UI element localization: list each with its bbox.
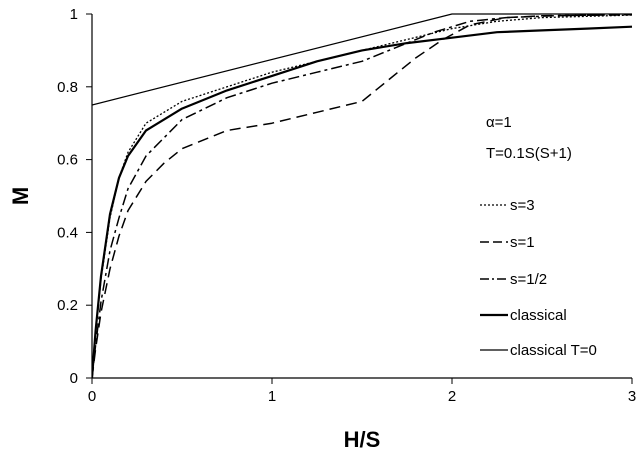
- legend-label-2: s=1: [510, 234, 535, 251]
- series-line-2: [92, 13, 633, 378]
- y-axis-title: M: [8, 187, 33, 205]
- series-line-5: [92, 13, 632, 106]
- annotation-alpha: α=1: [486, 114, 512, 131]
- y-tick-label: 0: [70, 370, 78, 387]
- annotation-temperature: T=0.1S(S+1): [486, 145, 572, 162]
- y-tick-label: 0.8: [57, 79, 78, 96]
- legend-label-5: classical T=0: [510, 342, 597, 359]
- x-tick-label: 1: [268, 388, 276, 405]
- y-tick-label: 0.2: [57, 297, 78, 314]
- y-tick-label: 0.6: [57, 152, 78, 169]
- x-tick-label: 2: [448, 388, 456, 405]
- x-axis-title: H/S: [344, 427, 381, 452]
- series-line-3: [92, 13, 633, 378]
- legend-label-1: s=3: [510, 197, 535, 214]
- series-line-4: [92, 25, 633, 378]
- y-tick-label: 1: [70, 6, 78, 23]
- legend-label-3: s=1/2: [510, 271, 547, 288]
- x-tick-label: 3: [628, 388, 636, 405]
- legend-label-4: classical: [510, 307, 567, 324]
- x-tick-label: 0: [88, 388, 96, 405]
- y-tick-label: 0.4: [57, 224, 78, 241]
